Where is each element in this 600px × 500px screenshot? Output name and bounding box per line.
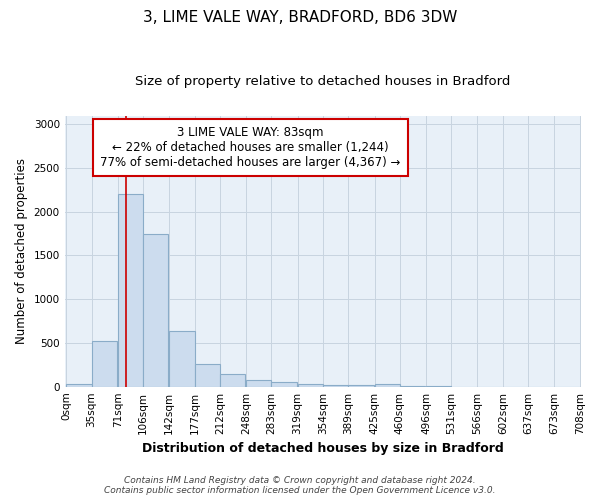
Bar: [246, 380, 271, 386]
Bar: [323, 385, 349, 386]
Title: Size of property relative to detached houses in Bradford: Size of property relative to detached ho…: [135, 75, 511, 88]
Bar: [374, 384, 400, 386]
X-axis label: Distribution of detached houses by size in Bradford: Distribution of detached houses by size …: [142, 442, 504, 455]
Bar: [298, 384, 323, 386]
Bar: [66, 384, 92, 386]
Text: 3, LIME VALE WAY, BRADFORD, BD6 3DW: 3, LIME VALE WAY, BRADFORD, BD6 3DW: [143, 10, 457, 25]
Bar: [118, 194, 143, 386]
Y-axis label: Number of detached properties: Number of detached properties: [15, 158, 28, 344]
Bar: [92, 341, 117, 386]
Bar: [194, 364, 220, 386]
Text: 3 LIME VALE WAY: 83sqm
← 22% of detached houses are smaller (1,244)
77% of semi-: 3 LIME VALE WAY: 83sqm ← 22% of detached…: [100, 126, 401, 170]
Bar: [220, 374, 245, 386]
Bar: [271, 382, 297, 386]
Text: Contains HM Land Registry data © Crown copyright and database right 2024.
Contai: Contains HM Land Registry data © Crown c…: [104, 476, 496, 495]
Bar: [143, 234, 169, 386]
Bar: [169, 330, 194, 386]
